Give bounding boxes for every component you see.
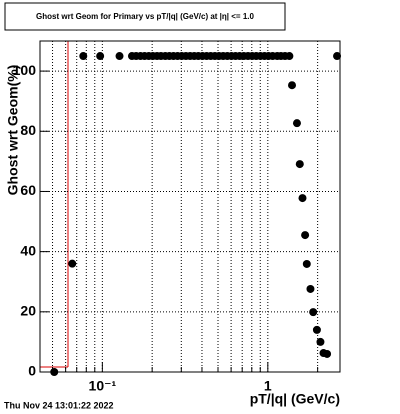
point <box>323 349 332 358</box>
y-tick-label: 20 <box>20 303 36 319</box>
y-tick-label: 60 <box>20 182 36 198</box>
title-box <box>4 2 286 31</box>
y-axis-title: Ghost wrt Geom(%) <box>5 65 21 196</box>
point <box>68 259 77 268</box>
point <box>285 52 294 61</box>
y-tick-label: 40 <box>20 242 36 258</box>
point <box>50 368 59 376</box>
timestamp: Thu Nov 24 13:01:22 2022 <box>4 400 114 410</box>
point <box>309 308 318 317</box>
point <box>288 81 297 90</box>
point <box>312 325 321 334</box>
point <box>295 160 304 169</box>
point <box>306 284 315 293</box>
x-tick-label: 10⁻¹ <box>89 378 117 394</box>
chart-title: Ghost wrt Geom for Primary vs pT/|q| (Ge… <box>36 12 254 21</box>
plot-frame <box>39 40 341 373</box>
x-tick-label: 1 <box>264 378 272 394</box>
x-axis-title: pT/|q| (GeV/c) <box>250 391 340 407</box>
point <box>79 52 88 61</box>
point <box>292 119 301 128</box>
point <box>96 52 105 61</box>
point <box>316 337 325 346</box>
y-tick-label: 0 <box>28 363 36 379</box>
y-tick-label: 100 <box>13 62 37 78</box>
point <box>302 259 311 268</box>
point <box>301 231 310 240</box>
point <box>298 194 307 203</box>
point <box>333 52 342 61</box>
y-tick-label: 80 <box>20 122 36 138</box>
point <box>115 52 124 61</box>
